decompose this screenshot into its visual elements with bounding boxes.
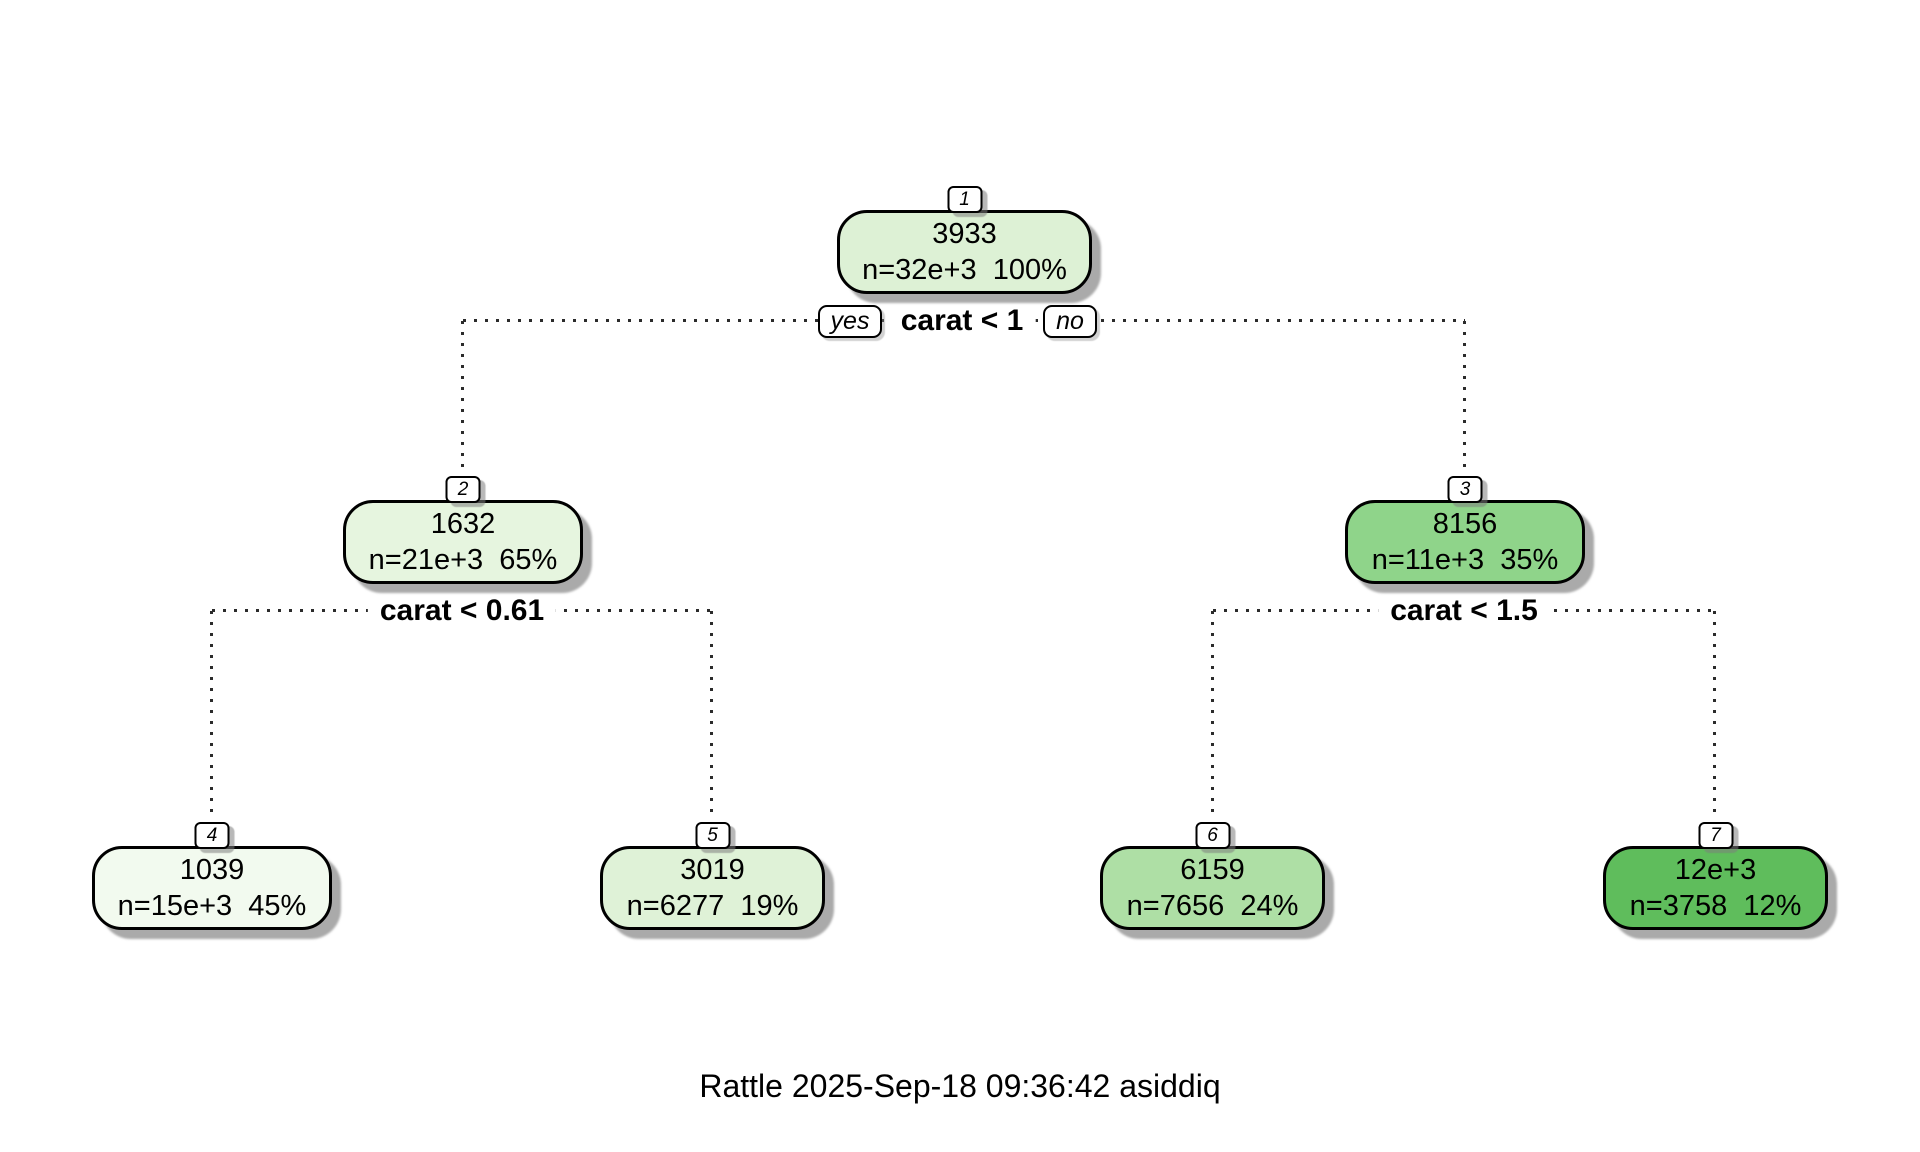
- node-value: 3019: [680, 854, 745, 886]
- edge-node2-to-node4: [210, 611, 213, 819]
- node-number-badge-2: 2: [445, 476, 481, 503]
- node-stats: n=15e+3 45%: [117, 890, 307, 922]
- node-stats: n=11e+3 35%: [1371, 544, 1559, 576]
- node-stats: n=7656 24%: [1126, 890, 1299, 922]
- tree-node-5: 5 3019 n=6277 19%: [600, 822, 825, 930]
- split-label-carat-1.5: carat < 1.5: [1378, 594, 1550, 628]
- no-label-text: no: [1056, 307, 1084, 335]
- edge-root-to-node3: [1463, 321, 1466, 470]
- yes-label-text: yes: [830, 307, 870, 335]
- node-value: 8156: [1432, 508, 1498, 540]
- no-edge-label: no: [1043, 305, 1097, 338]
- node-stats: n=32e+3 100%: [862, 254, 1067, 286]
- node-number-badge-1: 1: [947, 186, 982, 213]
- node-value: 3933: [932, 218, 997, 250]
- node-stats: n=21e+3 65%: [368, 544, 558, 576]
- edge-node3-to-node7: [1713, 611, 1716, 819]
- split-label-carat-1: carat < 1: [888, 304, 1036, 338]
- edge-node3-to-node6: [1211, 611, 1214, 819]
- plot-caption: Rattle 2025-Sep-18 09:36:42 asiddiq: [699, 1068, 1221, 1104]
- tree-node-7: 7 12e+3 n=3758 12%: [1603, 822, 1828, 930]
- node-value: 6159: [1180, 854, 1245, 886]
- node-number-badge-4: 4: [194, 822, 230, 849]
- node-number-badge-5: 5: [695, 822, 730, 849]
- node-value: 12e+3: [1674, 854, 1757, 886]
- node-value: 1632: [430, 508, 496, 540]
- node-number-badge-7: 7: [1698, 822, 1733, 849]
- tree-node-3: 3 8156 n=11e+3 35%: [1345, 476, 1585, 584]
- node-number-badge-3: 3: [1447, 476, 1483, 503]
- node-stats: n=6277 19%: [626, 890, 799, 922]
- node-value: 1039: [179, 854, 245, 886]
- tree-node-1: 1 3933 n=32e+3 100%: [837, 186, 1092, 294]
- tree-node-6: 6 6159 n=7656 24%: [1100, 822, 1325, 930]
- edge-root-to-node2: [461, 321, 464, 470]
- node-number-badge-6: 6: [1195, 822, 1230, 849]
- edge-node2-to-node5: [710, 611, 713, 819]
- yes-edge-label: yes: [818, 305, 882, 338]
- split-label-carat-0.61: carat < 0.61: [367, 594, 557, 628]
- tree-node-4: 4 1039 n=15e+3 45%: [92, 822, 332, 930]
- tree-node-2: 2 1632 n=21e+3 65%: [343, 476, 583, 584]
- node-stats: n=3758 12%: [1629, 890, 1802, 922]
